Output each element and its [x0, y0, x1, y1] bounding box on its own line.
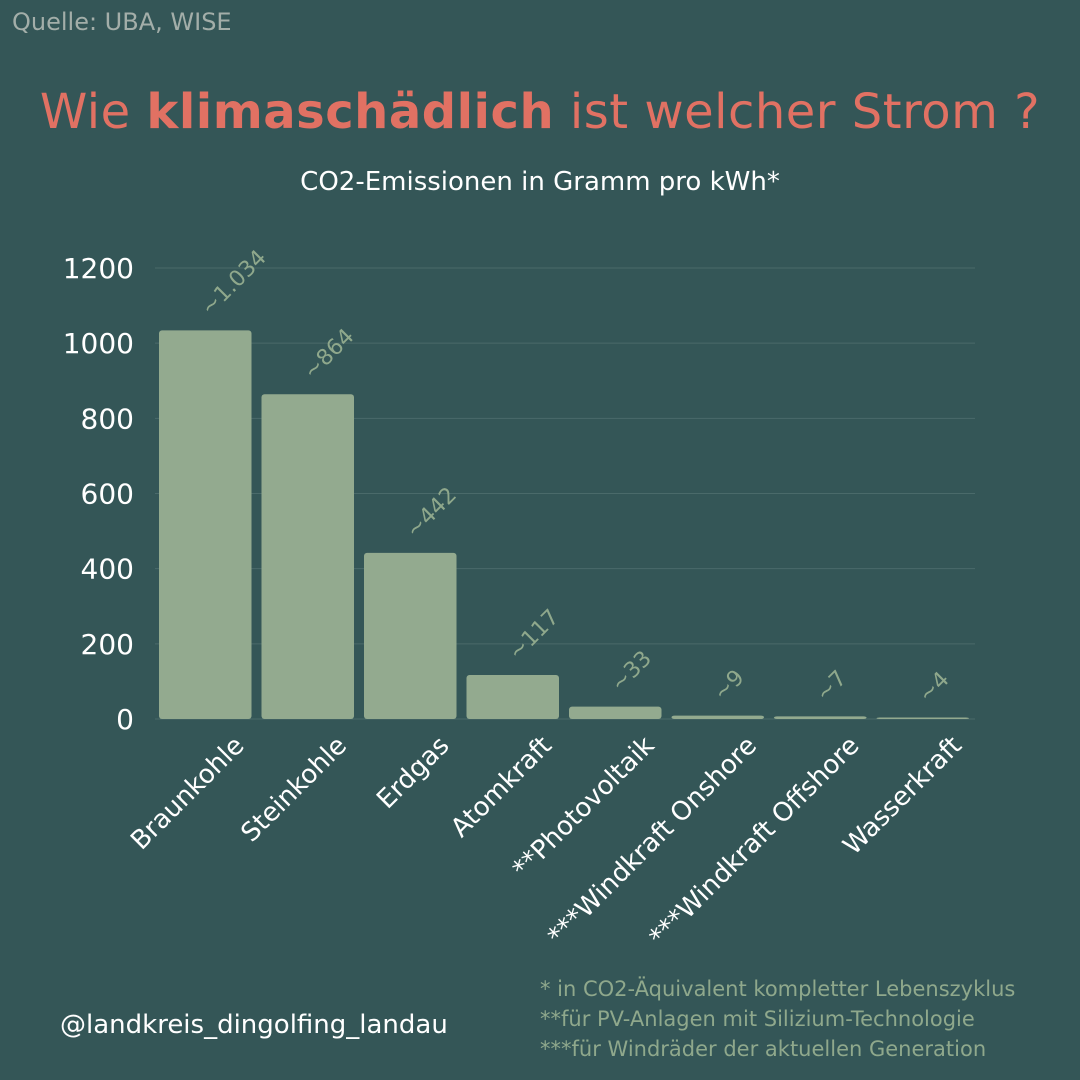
- data-label: ~4: [914, 667, 955, 708]
- bar: [876, 717, 969, 719]
- data-label: ~864: [299, 324, 359, 384]
- y-tick-label: 800: [81, 402, 134, 435]
- bar: [364, 552, 457, 719]
- title-prefix: Wie: [39, 84, 147, 140]
- y-tick-label: 400: [81, 553, 134, 586]
- data-label: ~442: [401, 483, 461, 543]
- bar: [261, 394, 354, 719]
- footnote-wind: ***für Windräder der aktuellen Generatio…: [540, 1037, 987, 1061]
- footnote-pv: **für PV-Anlagen mit Silizium-Technologi…: [540, 1007, 975, 1031]
- category-label: Atomkraft: [445, 731, 558, 844]
- title-bold: klimaschädlich: [146, 84, 555, 140]
- source-note: Quelle: UBA, WISE: [12, 8, 232, 36]
- data-label: ~7: [811, 666, 852, 707]
- social-handle: @landkreis_dingolfing_landau: [60, 1010, 448, 1040]
- bar: [159, 330, 252, 719]
- footnotes: * in CO2-Äquivalent kompletter Lebenszyk…: [540, 974, 1015, 1064]
- y-tick-label: 1000: [63, 327, 134, 360]
- chart-subtitle: CO2-Emissionen in Gramm pro kWh*: [300, 167, 780, 197]
- bar: [466, 675, 559, 719]
- y-tick-label: 1200: [63, 252, 134, 285]
- title-suffix: ist welcher Strom ?: [554, 84, 1041, 140]
- bar: [774, 716, 867, 719]
- category-label: Erdgas: [371, 731, 455, 815]
- data-label: ~1.034: [196, 245, 271, 320]
- data-label: ~117: [504, 605, 564, 665]
- category-label: Braunkohle: [125, 731, 250, 856]
- data-label: ~9: [709, 665, 750, 706]
- chart-title: Wie klimaschädlich ist welcher Strom ?: [0, 84, 1080, 140]
- bar: [671, 715, 764, 719]
- category-label: ***Windkraft Offshore: [644, 731, 866, 953]
- data-label: ~33: [606, 646, 657, 697]
- category-label: Steinkohle: [235, 731, 352, 848]
- bar: [569, 706, 662, 719]
- footnote-lifecycle: * in CO2-Äquivalent kompletter Lebenszyk…: [540, 977, 1016, 1001]
- y-tick-label: 200: [81, 628, 134, 661]
- y-tick-label: 0: [116, 703, 134, 736]
- category-label: ***Windkraft Onshore: [542, 731, 763, 952]
- y-tick-label: 600: [81, 478, 134, 511]
